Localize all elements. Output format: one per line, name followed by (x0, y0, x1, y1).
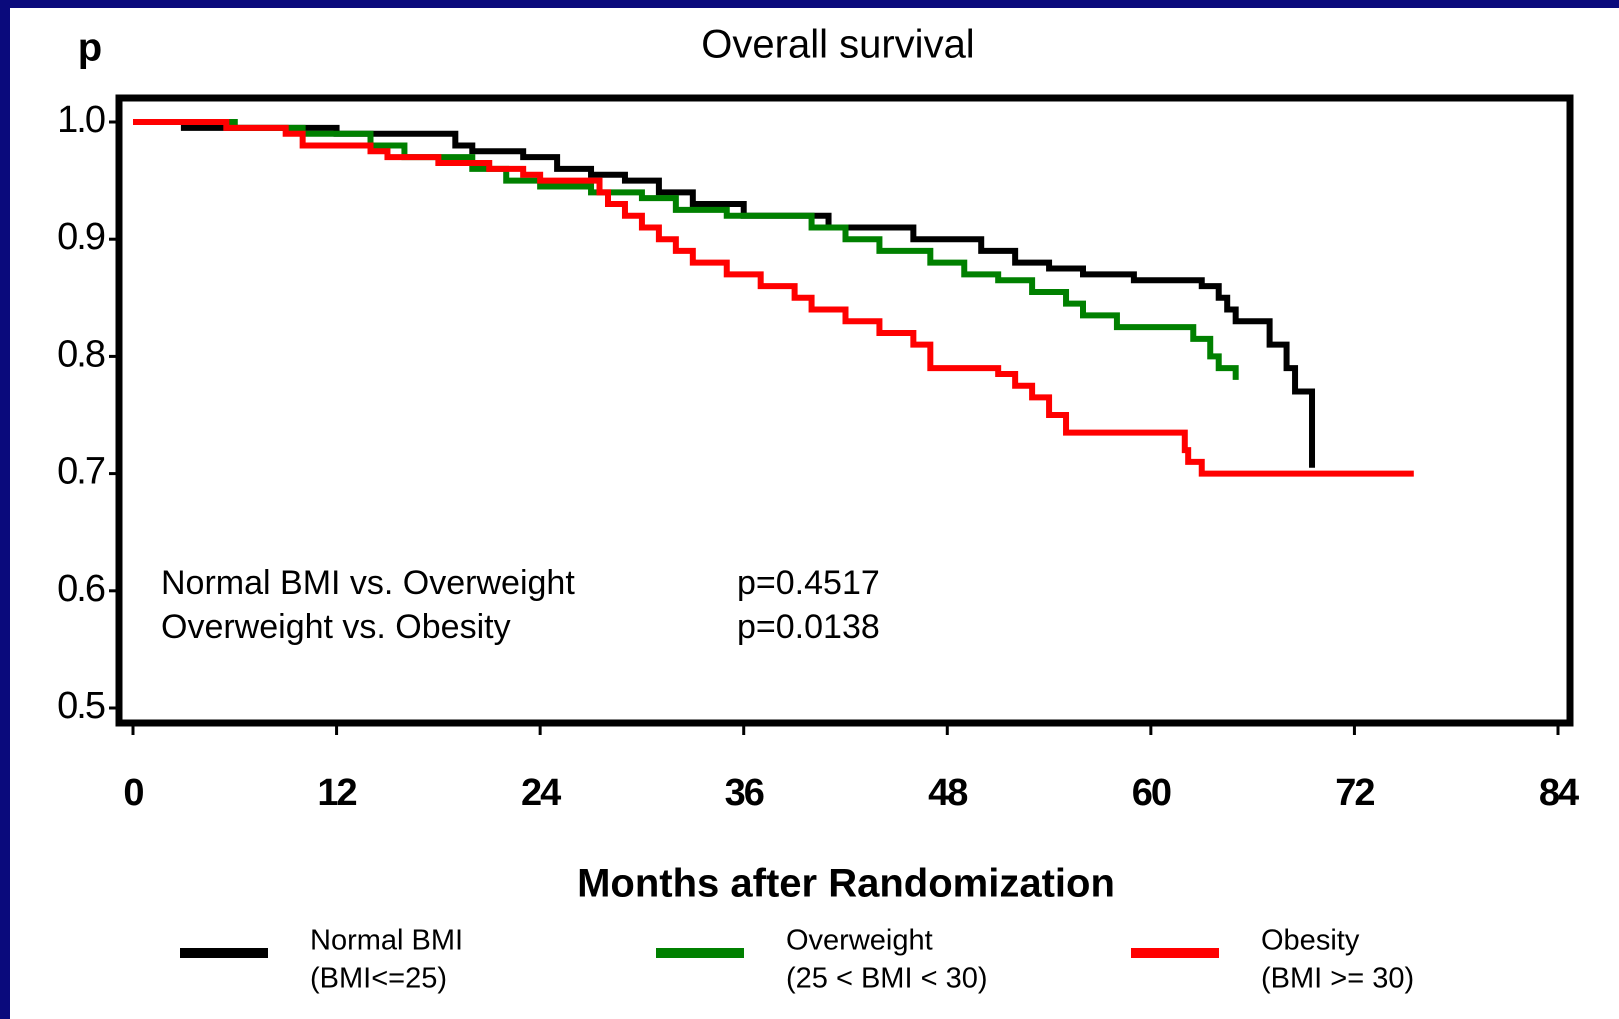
x-tick-label: 60 (1132, 772, 1171, 814)
legend-note: (BMI >= 30) (1261, 963, 1414, 995)
legend-label: Normal BMI (310, 925, 463, 957)
y-tick-label: 0.7 (57, 451, 105, 493)
annotation-label: Overweight vs. Obesity (161, 608, 511, 646)
legend-label: Obesity (1261, 925, 1360, 957)
x-axis-label: Months after Randomization (577, 862, 1115, 906)
y-axis-label: p (78, 26, 102, 70)
plot-frame (115, 94, 1574, 727)
x-tick-label: 36 (725, 772, 764, 814)
y-tick-label: 1.0 (57, 99, 105, 141)
x-tick-label: 0 (123, 772, 143, 814)
y-tick-label: 0.5 (57, 685, 105, 727)
y-tick-label: 0.6 (57, 568, 105, 610)
y-tick-label: 0.9 (57, 216, 105, 258)
legend-note: (BMI<=25) (310, 963, 447, 995)
x-tick-label: 48 (928, 772, 967, 814)
y-tick-label: 0.8 (57, 333, 105, 375)
x-tick-label: 72 (1335, 772, 1374, 814)
annotation-label: Normal BMI vs. Overweight (161, 564, 575, 602)
survival-curve (133, 119, 1316, 468)
chart-background (10, 8, 1619, 1019)
legend-label: Overweight (786, 925, 933, 957)
annotation-p-value: p=0.0138 (737, 608, 880, 646)
x-tick-label: 84 (1539, 772, 1579, 814)
legend-note: (25 < BMI < 30) (786, 963, 988, 995)
chart-title: Overall survival (701, 23, 974, 67)
annotation-p-value: p=0.4517 (737, 564, 880, 602)
x-tick-label: 24 (521, 772, 561, 814)
x-tick-label: 12 (317, 772, 356, 814)
survival-curve (133, 119, 1414, 477)
